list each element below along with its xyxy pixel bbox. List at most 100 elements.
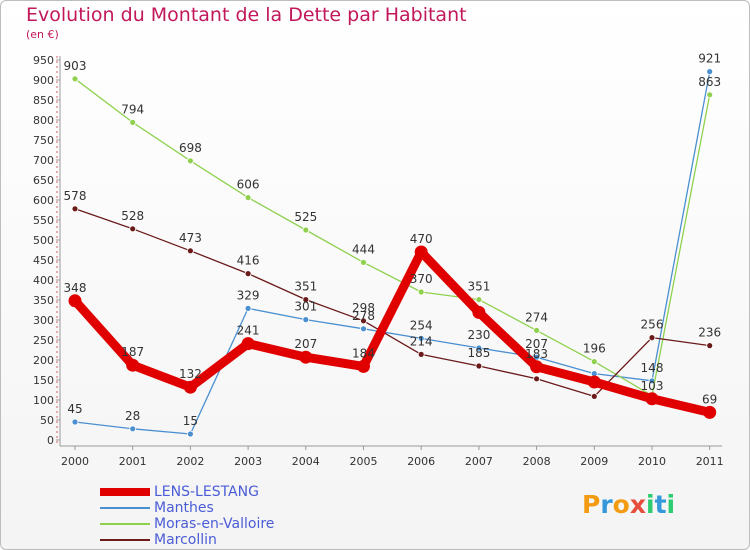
data-point bbox=[417, 288, 425, 296]
chart-axes: 0 50 100 150 200 250 300 350 400 450 500 550 600 650 7… bbox=[33, 54, 724, 468]
data-point bbox=[299, 350, 313, 364]
data-label: 606 bbox=[237, 178, 260, 192]
data-label: 274 bbox=[525, 310, 548, 324]
data-label: 69 bbox=[702, 392, 717, 406]
data-point bbox=[302, 316, 310, 324]
legend-item: Moras-en-Valloire bbox=[100, 516, 274, 532]
data-point bbox=[71, 75, 79, 83]
data-label: 241 bbox=[237, 324, 260, 338]
y-tick-label: 400 bbox=[33, 274, 54, 287]
data-point bbox=[475, 296, 483, 304]
data-point bbox=[129, 425, 137, 433]
data-point bbox=[302, 296, 310, 304]
chart-title: Evolution du Montant de la Dette par Hab… bbox=[26, 4, 467, 26]
y-tick-label: 250 bbox=[33, 334, 54, 347]
y-tick-label: 550 bbox=[33, 214, 54, 227]
legend-item: LENS-LESTANG bbox=[100, 484, 274, 500]
x-tick-label: 2006 bbox=[407, 455, 435, 468]
data-point bbox=[533, 375, 540, 383]
logo-letter: o bbox=[612, 490, 630, 519]
data-point bbox=[590, 358, 598, 366]
data-point bbox=[475, 362, 483, 370]
data-point bbox=[472, 305, 486, 319]
x-tick-label: 2007 bbox=[465, 455, 493, 468]
legend-label: LENS-LESTANG bbox=[154, 484, 259, 500]
data-label: 230 bbox=[467, 328, 490, 342]
data-label: 370 bbox=[410, 272, 433, 286]
x-tick-label: 2000 bbox=[61, 455, 89, 468]
y-tick-label: 0 bbox=[47, 434, 54, 447]
y-tick-label: 950 bbox=[33, 54, 54, 67]
logo-letter: P bbox=[582, 490, 601, 519]
data-point bbox=[126, 358, 140, 372]
y-tick-label: 150 bbox=[33, 374, 54, 387]
legend-swatch bbox=[100, 488, 150, 496]
legend-label: Manthes bbox=[154, 500, 214, 516]
data-label: 348 bbox=[64, 281, 87, 295]
x-tick-label: 2002 bbox=[176, 455, 204, 468]
data-point bbox=[71, 418, 79, 426]
series-line-moras-en-valloire bbox=[74, 78, 711, 397]
series-line-manthes bbox=[74, 70, 711, 435]
data-label: 184 bbox=[352, 346, 375, 360]
data-point bbox=[357, 359, 370, 373]
logo-letter: i bbox=[666, 490, 676, 519]
data-point bbox=[533, 353, 540, 361]
data-label: 183 bbox=[525, 347, 548, 361]
data-label: 148 bbox=[641, 361, 664, 375]
y-tick-label: 50 bbox=[40, 414, 54, 427]
data-point bbox=[129, 225, 137, 233]
data-point bbox=[244, 304, 252, 312]
data-label: 207 bbox=[294, 337, 317, 351]
data-point bbox=[703, 405, 717, 419]
data-label: 578 bbox=[64, 189, 87, 203]
x-tick-label: 2001 bbox=[119, 455, 147, 468]
y-tick-label: 850 bbox=[33, 94, 54, 107]
proxiti-logo: Proxiti bbox=[582, 490, 675, 519]
x-tick-label: 2010 bbox=[638, 455, 666, 468]
x-tick-label: 2005 bbox=[350, 455, 378, 468]
data-point bbox=[587, 375, 601, 389]
data-point bbox=[360, 325, 367, 333]
data-label: 185 bbox=[467, 346, 490, 360]
data-point bbox=[360, 258, 367, 266]
data-label: 103 bbox=[641, 379, 664, 393]
data-point bbox=[533, 326, 540, 334]
x-tick-label: 2004 bbox=[292, 455, 320, 468]
x-tick-label: 2009 bbox=[580, 455, 608, 468]
data-point bbox=[186, 430, 194, 438]
y-tick-label: 350 bbox=[33, 294, 54, 307]
data-point bbox=[645, 392, 659, 406]
y-tick-label: 450 bbox=[33, 254, 54, 267]
data-label: 525 bbox=[294, 210, 317, 224]
y-tick-label: 100 bbox=[33, 394, 54, 407]
data-label: 528 bbox=[121, 209, 144, 223]
data-point bbox=[244, 270, 252, 278]
legend-label: Marcollin bbox=[154, 532, 217, 548]
data-label: 132 bbox=[179, 367, 202, 381]
data-label: 329 bbox=[237, 288, 260, 302]
data-point bbox=[244, 194, 252, 202]
data-label: 301 bbox=[294, 300, 317, 314]
data-point bbox=[590, 392, 598, 400]
logo-letter: r bbox=[600, 490, 613, 519]
data-point bbox=[186, 157, 194, 165]
y-tick-label: 300 bbox=[33, 314, 54, 327]
data-point bbox=[129, 119, 137, 126]
data-label: 256 bbox=[641, 318, 664, 332]
data-point bbox=[530, 360, 544, 374]
data-label: 444 bbox=[352, 242, 375, 256]
legend-item: Manthes bbox=[100, 500, 274, 516]
legend-item: Marcollin bbox=[100, 532, 274, 548]
x-tick-label: 2003 bbox=[234, 455, 262, 468]
chart-data-labels: 348 187 132 241 207 184 470 183 103 69 45 28 15 329 30… bbox=[64, 52, 722, 428]
data-label: 236 bbox=[698, 326, 721, 340]
chart-legend: LENS-LESTANG Manthes Moras-en-Valloire Marc… bbox=[100, 484, 274, 548]
data-point bbox=[360, 317, 367, 325]
data-label: 45 bbox=[67, 402, 82, 416]
chart-series-lines bbox=[68, 68, 717, 438]
series-line-lens-lestang bbox=[70, 247, 715, 417]
y-tick-label: 800 bbox=[33, 114, 54, 127]
